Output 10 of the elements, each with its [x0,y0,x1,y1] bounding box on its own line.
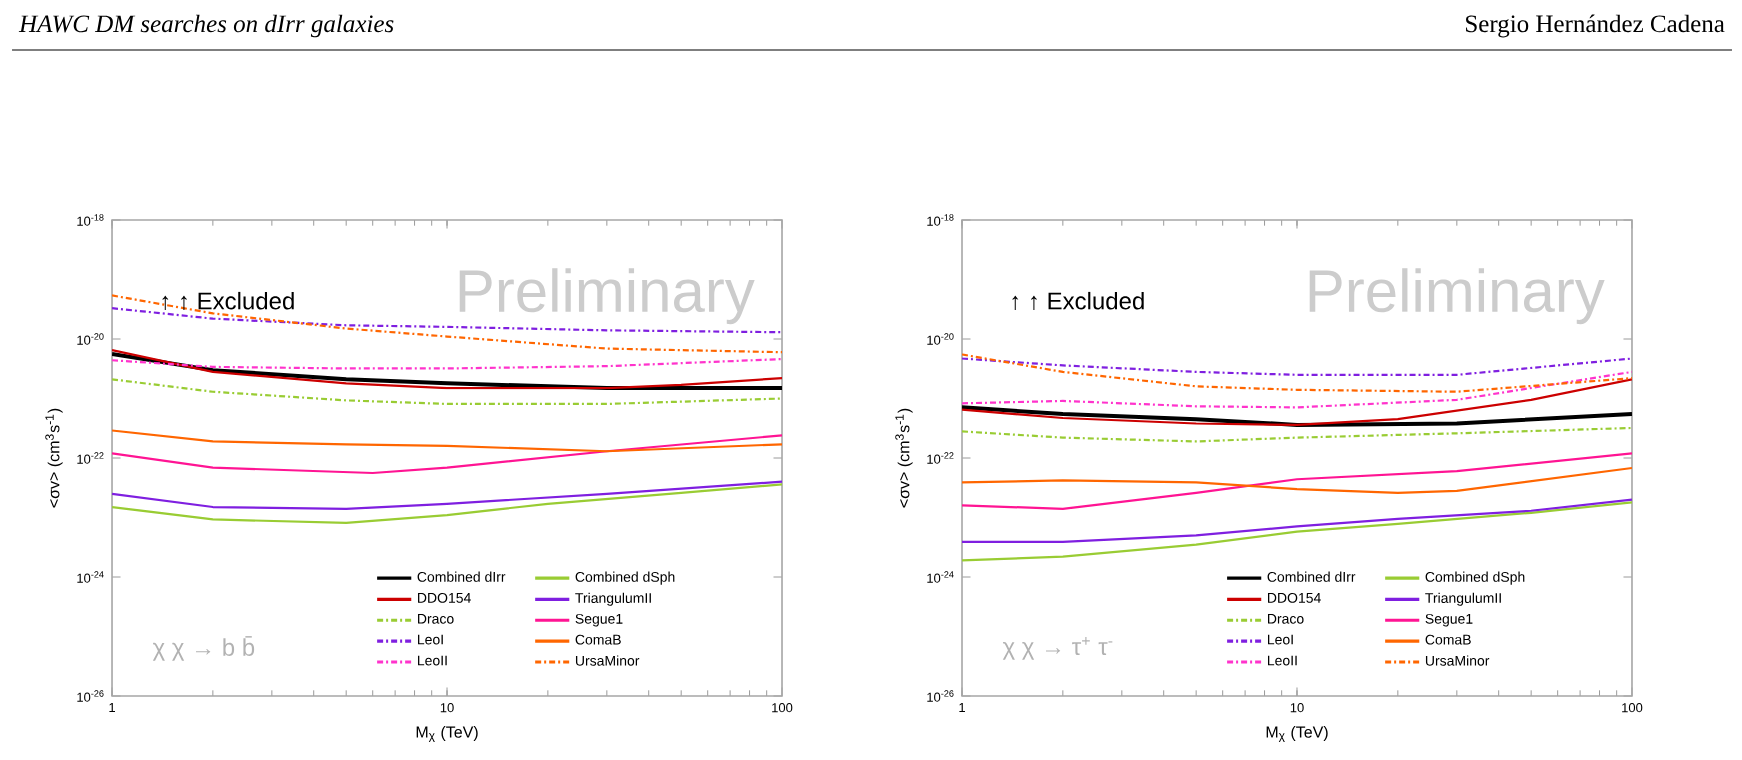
annotation: ↑ ↑ Excluded [162,291,294,310]
annotation: χ χ → τ$^{+}$ τ$^{-}$ [1002,636,1113,660]
text: Sergio Hernández Cadena [1466,14,1725,38]
x-axis-title: M$_{χ}$ (TeV) [416,725,478,743]
x-axis-title: M$_{χ}$ (TeV) [1266,725,1328,743]
annotation: χ χ → b b̄ [152,636,255,661]
y-axis-title: <σv> (cm$^{3}$s$^{-1}$) [895,408,913,508]
text: HAWC DM searches on dIrr galaxies [18,14,394,38]
y-axis-title: <σv> (cm$^{3}$s$^{-1}$) [45,408,63,508]
annotation: ↑ ↑ Excluded [1012,291,1144,310]
